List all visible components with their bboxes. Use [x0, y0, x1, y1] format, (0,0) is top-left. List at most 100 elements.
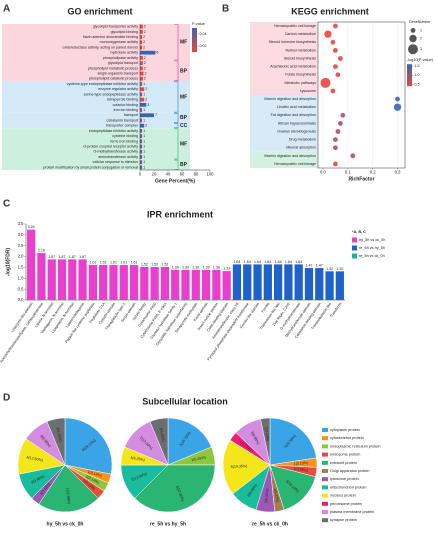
term-label: glycolipid transporter activity	[93, 25, 138, 29]
bubble	[324, 30, 332, 38]
pie-title: re_5h vs ck_0h	[252, 521, 288, 527]
y-tick-label: 0.0	[18, 297, 24, 302]
bubble	[340, 112, 346, 118]
y-tick-label: 3.0	[18, 232, 24, 237]
legend-label: extracell protein	[330, 461, 357, 465]
bar	[222, 271, 231, 300]
x-axis-label: Gene Percent(%)	[155, 178, 195, 184]
bar	[140, 123, 145, 128]
value-label: 1.39	[203, 265, 210, 269]
slice-label: 4(12.50%)	[26, 455, 43, 462]
value-label: 1.52	[161, 262, 168, 266]
group-band	[2, 60, 190, 82]
legend-swatch	[322, 477, 328, 482]
pie-slice	[134, 464, 216, 513]
slice-label: 1(3.23%)	[293, 467, 308, 473]
bar	[212, 269, 221, 300]
count-label: 1	[143, 150, 145, 154]
legend-label: cytoplasm protein	[330, 428, 360, 432]
bar	[57, 259, 67, 300]
legend-size-label: 2	[420, 36, 422, 40]
legend-title: P-value	[192, 22, 205, 26]
legend-label: lysosome protein	[330, 477, 359, 481]
slice-label: 6(37.50%)	[175, 485, 185, 502]
term-label: G-protein coupled receptor activity	[83, 144, 138, 148]
chart-title: Subcellular location	[142, 396, 228, 406]
bar	[140, 108, 143, 112]
term-label: serine-type endopeptidase activity	[84, 92, 139, 96]
term-label: cysteine-type endopeptidase inhibitor ac…	[67, 82, 139, 86]
term-label: cofactor binding	[113, 103, 138, 107]
bubble	[333, 23, 338, 29]
legend-label: plasma membrane protein	[330, 510, 374, 514]
x-tick-label: Ferritin	[261, 302, 271, 313]
pie-slice	[269, 417, 317, 466]
value-label: 3.24	[28, 225, 35, 229]
bubble	[333, 137, 338, 143]
bar	[243, 264, 252, 300]
pathway-label: Arachidonic acid metabolism	[270, 65, 316, 69]
bar	[68, 259, 77, 300]
legend-label: cytoskeleton protein	[330, 436, 364, 440]
bar	[109, 265, 118, 300]
term-label: glycolipid binding	[111, 30, 138, 34]
pathway-label: Hematopoietic cell lineage	[274, 162, 316, 166]
bar	[47, 259, 56, 300]
slice-label: 3(9.38%)	[30, 474, 45, 484]
slice-label: 2(12.50%)	[131, 472, 148, 482]
pathway-label: Ovarian steroidogenesis	[277, 129, 316, 133]
y-axis-label: -log10(FDR)	[5, 248, 11, 277]
bubble	[337, 56, 343, 61]
x-axis-label: RichFactor	[348, 176, 374, 182]
value-label: 1.64	[285, 260, 292, 264]
x-tick-label: Ferritin-like domain	[239, 302, 260, 329]
bar	[140, 40, 143, 45]
legend-swatch	[322, 469, 328, 473]
pie-title: hy_5h vs ck_0h	[47, 521, 84, 527]
pathway-label: Fat digestion and absorption	[271, 113, 316, 117]
count-label: 2	[145, 124, 147, 128]
group-band	[2, 112, 190, 124]
pathway-label: Vitamin digestion and absorption	[264, 154, 316, 158]
count-label: 1	[143, 160, 145, 164]
x-tick-label: 0.2	[370, 170, 376, 175]
bar	[140, 160, 143, 165]
pie-slice	[46, 417, 66, 466]
bar	[140, 87, 145, 92]
legend-swatch	[322, 436, 328, 441]
pie-slice	[222, 439, 271, 495]
group-label: CC	[180, 123, 188, 129]
slice-label: 1(6.25%)	[130, 456, 145, 463]
bar	[140, 266, 149, 300]
bar	[88, 265, 98, 300]
bar	[335, 271, 344, 300]
count-label: 2	[144, 56, 146, 60]
pie-slice	[64, 417, 113, 475]
legend-bubble	[410, 28, 416, 33]
pie-slice	[260, 417, 271, 466]
legend-label: mitochondrion protein	[330, 485, 367, 489]
bar	[150, 266, 159, 300]
pie-slice	[269, 464, 316, 511]
legend-label: endoplasmic reticulum protein	[330, 444, 380, 448]
count-label: 2	[145, 87, 147, 91]
y-tick-label: 2.0	[18, 254, 24, 259]
bubble	[333, 47, 338, 53]
count-label: 1	[143, 139, 145, 143]
value-label: 1.87	[59, 255, 66, 259]
bar	[140, 102, 147, 107]
legend-title: *A, B, C	[352, 230, 366, 234]
group-bracket	[174, 128, 179, 160]
x-tick-label: 0.3	[395, 170, 401, 175]
bar	[181, 269, 190, 300]
pathway-label: Metabolic pathways	[284, 81, 316, 85]
group-bracket	[174, 159, 179, 170]
term-label: flavin adenine dinucleotide binding	[83, 35, 138, 39]
y-tick-label: 3.5	[18, 221, 24, 226]
bar	[140, 66, 143, 71]
count-label: 1	[143, 134, 145, 138]
legend-label: nucleus protein	[330, 494, 356, 498]
slice-label: 3(9.68%)	[246, 483, 258, 497]
group-bracket	[174, 81, 179, 113]
bar	[140, 149, 143, 154]
